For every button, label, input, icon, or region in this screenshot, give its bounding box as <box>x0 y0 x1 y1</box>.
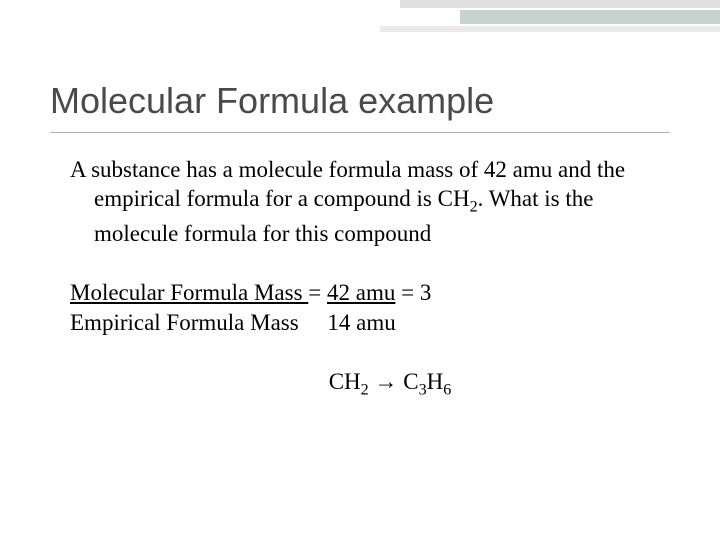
calculation-block: Molecular Formula Mass = 42 amu = 3 Empi… <box>60 278 660 337</box>
calc-numerator-line: Molecular Formula Mass = 42 amu = 3 <box>70 278 660 307</box>
deco-bar-2 <box>460 10 720 24</box>
problem-statement: A substance has a molecule formula mass … <box>60 155 660 248</box>
calc-denominator-line: Empirical Formula Mass 14 amu <box>70 308 660 337</box>
slide-title: Molecular Formula example <box>50 80 670 133</box>
body-text: A substance has a molecule formula mass … <box>50 155 670 401</box>
corner-decoration <box>370 0 720 50</box>
slide-content: Molecular Formula example A substance ha… <box>50 80 670 401</box>
deco-bar-3 <box>380 26 720 32</box>
result-formula: CH2 → C3H6 <box>60 367 660 401</box>
deco-bar-1 <box>400 0 720 8</box>
